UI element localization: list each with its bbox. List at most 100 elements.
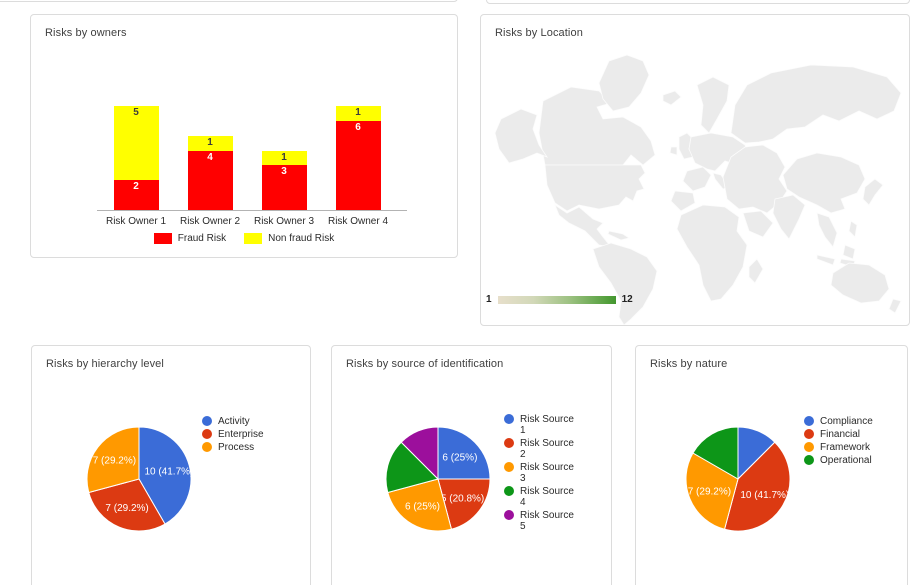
country-france[interactable] xyxy=(682,166,712,192)
legend-item: Operational xyxy=(804,455,873,466)
hierarchy-legend: Activity Enterprise Process xyxy=(202,416,264,453)
source-pie[interactable]: 6 (25%)5 (20.8%)6 (25%) xyxy=(378,419,498,539)
legend-label: Non fraud Risk xyxy=(268,233,335,244)
pie-slice-financial[interactable] xyxy=(723,441,791,532)
legend-label: Process xyxy=(218,442,255,453)
country-shape-mexico xyxy=(554,203,612,248)
panel-risks-by-hierarchy-level: Risks by hierarchy level 10 (41.7%) 7 (29… xyxy=(31,345,311,585)
legend-item: Risk Source 2 xyxy=(504,438,576,460)
legend-label: Risk Source 3 xyxy=(520,462,574,484)
bar-value-label: 5 xyxy=(133,107,139,119)
cropped-panel-top-right xyxy=(486,0,910,4)
legend-label: Financial xyxy=(820,429,861,440)
bar-segment[interactable]: 5 xyxy=(113,106,159,181)
source-legend: Risk Source 1 Risk Source 2 Risk Source 3 R… xyxy=(504,414,576,532)
legend-item: Fraud Risk xyxy=(153,233,227,244)
bar-value-label: 1 xyxy=(355,107,361,119)
scale-min-label: 1 xyxy=(486,294,492,305)
country-shape-australia xyxy=(830,262,890,304)
country-shape-greenland xyxy=(598,54,650,112)
bar-segment[interactable]: 1 xyxy=(261,150,307,166)
country-shape-central-asia xyxy=(722,144,788,214)
category-label: Risk Owner 2 xyxy=(179,216,240,227)
pie-slice-activity[interactable] xyxy=(138,426,192,525)
country-china[interactable] xyxy=(782,152,866,214)
category-label: Risk Owner 1 xyxy=(105,216,166,227)
pie-slice-label: 10 (41.7%) xyxy=(144,467,193,478)
bar-segment[interactable]: 1 xyxy=(187,135,233,151)
pie-slice-label: 7 (29.2%) xyxy=(688,486,731,497)
legend-swatch xyxy=(804,442,814,452)
nature-pie[interactable]: 10 (41.7%) 7 (29.2%) xyxy=(678,419,798,539)
panel-risks-by-owners: Risks by owners 2 5 Risk Owner 1 4 1 Risk Own… xyxy=(30,14,458,258)
world-map[interactable] xyxy=(481,41,911,325)
legend-swatch xyxy=(804,429,814,439)
pie-slice-label: 5 (20.8%) xyxy=(441,493,484,504)
country-shape-cuba xyxy=(607,230,630,241)
pie-slice-label: 6 (25%) xyxy=(442,453,477,464)
scale-max-label: 12 xyxy=(621,294,633,305)
hierarchy-pie[interactable]: 10 (41.7%) 7 (29.2%) 7 (29.2%) xyxy=(79,419,199,539)
legend-label: Risk Source 1 xyxy=(520,414,574,436)
legend-item: Risk Source 1 xyxy=(504,414,576,436)
pie-slice-risk-source-3[interactable] xyxy=(387,478,453,532)
category-label: Risk Owner 3 xyxy=(253,216,314,227)
bar-segment[interactable]: 4 xyxy=(187,150,233,210)
country-shape-new-zealand xyxy=(888,298,902,314)
pie-slice-operational[interactable] xyxy=(692,426,739,480)
legend-swatch xyxy=(504,462,514,472)
map-color-scale: 1 12 xyxy=(486,294,633,305)
legend-item: Financial xyxy=(804,429,873,440)
legend-item: Risk Source 3 xyxy=(504,462,576,484)
bar-segment[interactable]: 1 xyxy=(335,106,381,121)
legend-item: Enterprise xyxy=(202,429,264,440)
pie-slice-risk-source-2[interactable] xyxy=(437,478,491,530)
country-alaska[interactable] xyxy=(494,108,549,164)
bar-value-label: 1 xyxy=(207,136,213,148)
legend-item: Framework xyxy=(804,442,873,453)
legend-label: Framework xyxy=(820,442,871,453)
bar-segment[interactable]: 3 xyxy=(261,165,307,210)
pie-slice-process[interactable] xyxy=(86,426,140,494)
pie-slice-label: 7 (29.2%) xyxy=(93,456,136,467)
country-india[interactable] xyxy=(772,194,806,240)
owners-legend: Fraud Risk Non fraud Risk xyxy=(31,233,457,244)
panel-title: Risks by Location xyxy=(495,27,583,39)
legend-label: Fraud Risk xyxy=(177,233,227,244)
legend-swatch xyxy=(804,455,814,465)
country-shape-indonesia xyxy=(816,254,836,266)
bar-segment[interactable]: 6 xyxy=(335,120,381,210)
panel-risks-by-location: Risks by Location xyxy=(480,14,910,326)
pie-slice-enterprise[interactable] xyxy=(88,478,166,532)
panel-title: Risks by owners xyxy=(45,27,127,39)
country-shape-africa xyxy=(676,204,748,302)
country-usa[interactable] xyxy=(544,164,646,212)
legend-swatch xyxy=(153,233,172,244)
panel-title: Risks by nature xyxy=(650,358,728,370)
legend-item: Risk Source 5 xyxy=(504,510,576,532)
panel-risks-by-nature: Risks by nature 10 (41.7%) 7 (29.2%) Comp… xyxy=(635,345,908,585)
bar-value-label: 3 xyxy=(281,166,287,178)
pie-slice-risk-source-1[interactable] xyxy=(437,426,491,480)
legend-item: Activity xyxy=(202,416,264,427)
legend-item: Compliance xyxy=(804,416,873,427)
pie-slice-label: 6 (25%) xyxy=(405,501,440,512)
legend-swatch xyxy=(202,416,212,426)
bar-value-label: 6 xyxy=(355,121,361,133)
pie-slice-risk-source-5[interactable] xyxy=(400,426,439,481)
country-shape-south-america xyxy=(592,242,658,325)
country-shape-arabia xyxy=(742,210,774,238)
panel-risks-by-source: Risks by source of identification 6 (25%… xyxy=(331,345,612,585)
country-shape-iceland xyxy=(662,90,682,106)
bar-segment[interactable]: 2 xyxy=(113,180,159,210)
legend-swatch xyxy=(244,233,263,244)
legend-swatch xyxy=(504,510,514,520)
owners-bar-chart[interactable]: 2 5 Risk Owner 1 4 1 Risk Owner 2 3 1 Risk Owner… xyxy=(31,15,457,257)
country-shape-madagascar xyxy=(748,258,764,284)
country-shape-iberia xyxy=(670,190,696,212)
pie-slice-risk-source-4[interactable] xyxy=(385,441,439,494)
legend-label: Risk Source 2 xyxy=(520,438,574,460)
panel-title: Risks by hierarchy level xyxy=(46,358,164,370)
legend-item: Process xyxy=(202,442,264,453)
